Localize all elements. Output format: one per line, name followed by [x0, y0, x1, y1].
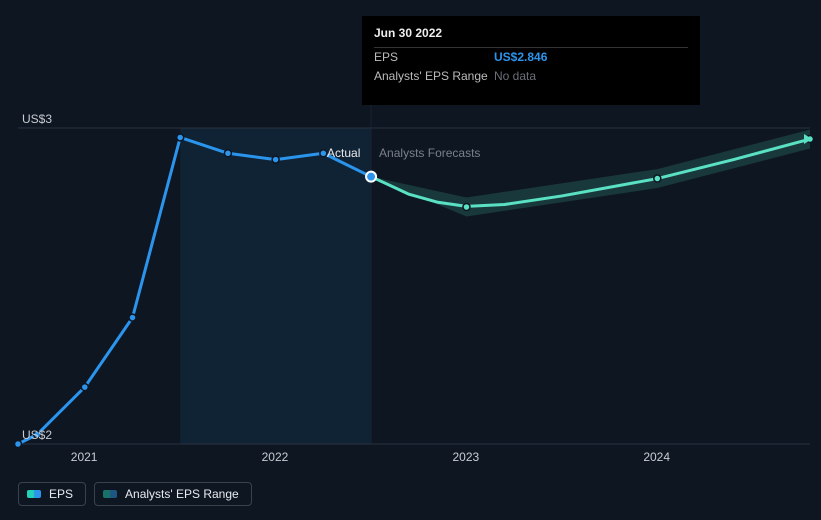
legend-item-eps[interactable]: EPS [18, 482, 86, 506]
x-tick-label: 2024 [643, 450, 670, 464]
y-tick-label: US$2 [22, 428, 52, 442]
section-label-forecast: Analysts Forecasts [379, 146, 480, 160]
tooltip-row-value: US$2.846 [494, 48, 547, 67]
legend: EPS Analysts' EPS Range [18, 482, 252, 506]
tooltip-row-label: EPS [374, 48, 494, 67]
tooltip-title: Jun 30 2022 [374, 24, 688, 48]
legend-swatch-icon [27, 490, 41, 498]
legend-label: Analysts' EPS Range [125, 487, 239, 501]
y-tick-label: US$3 [22, 112, 52, 126]
section-label-actual: Actual [327, 146, 360, 160]
legend-item-range[interactable]: Analysts' EPS Range [94, 482, 252, 506]
x-tick-label: 2023 [452, 450, 479, 464]
x-tick-label: 2021 [71, 450, 98, 464]
tooltip-row-label: Analysts' EPS Range [374, 67, 494, 86]
eps-chart: US$3 US$2 2021 2022 2023 2024 Actual Ana… [0, 0, 821, 520]
legend-label: EPS [49, 487, 73, 501]
tooltip-row-value: No data [494, 67, 536, 86]
x-tick-label: 2022 [262, 450, 289, 464]
legend-swatch-icon [103, 490, 117, 498]
chart-tooltip: Jun 30 2022 EPS US$2.846 Analysts' EPS R… [362, 16, 700, 105]
